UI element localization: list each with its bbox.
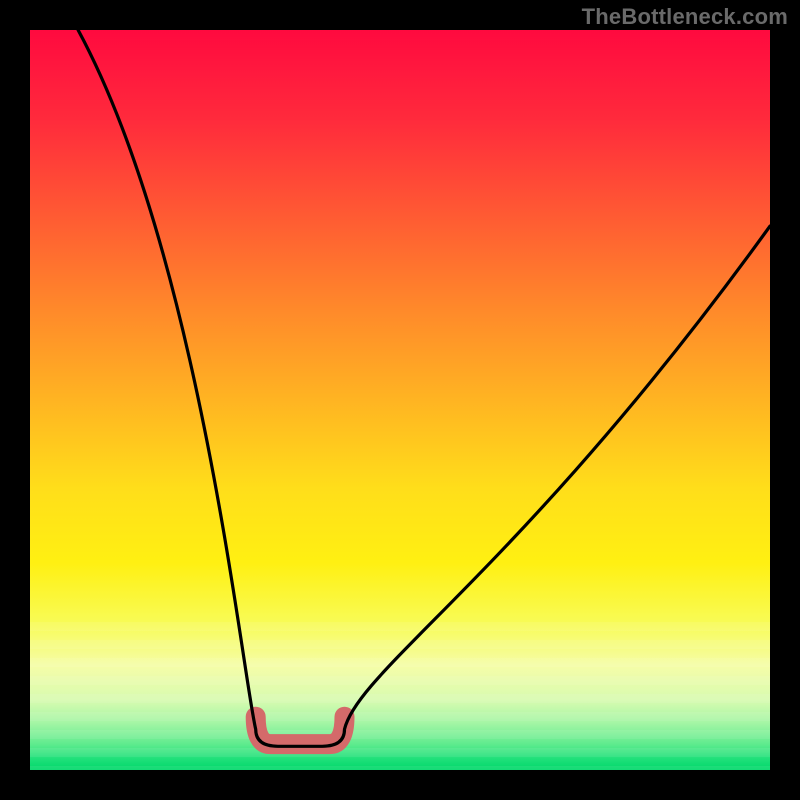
- watermark-text: TheBottleneck.com: [582, 4, 788, 30]
- chart-frame: { "image": { "width": 800, "height": 800…: [0, 0, 800, 800]
- bottleneck-chart: [0, 0, 800, 800]
- gradient-bands: [30, 622, 770, 775]
